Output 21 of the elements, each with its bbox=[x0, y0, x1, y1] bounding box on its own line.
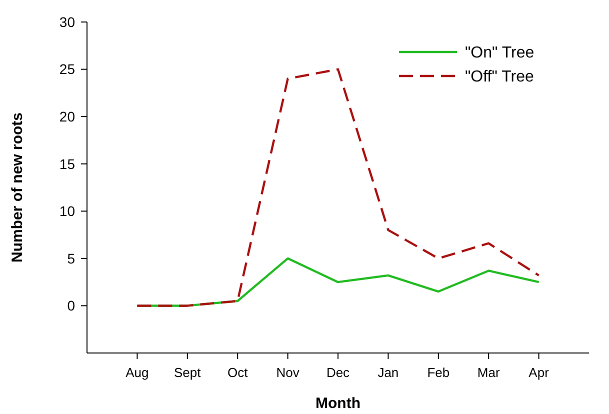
y-axis-title: Number of new roots bbox=[9, 112, 26, 263]
x-tick-label: Apr bbox=[528, 365, 550, 380]
y-tick-label: 30 bbox=[59, 14, 76, 30]
line-series bbox=[136, 68, 540, 307]
legend-label: "Off" Tree bbox=[465, 68, 534, 86]
x-tick-label: Mar bbox=[477, 365, 500, 380]
x-tick-label: Dec bbox=[326, 365, 350, 380]
y-tick-label: 0 bbox=[67, 298, 76, 314]
x-axis-title: Month bbox=[316, 395, 360, 412]
y-tick-label: 10 bbox=[59, 203, 76, 220]
x-tick-label: Feb bbox=[427, 365, 450, 380]
x-tick-label: Sept bbox=[174, 365, 202, 380]
x-tick-label: Aug bbox=[126, 365, 149, 380]
y-tick-label: 15 bbox=[59, 156, 76, 172]
y-tick-label: 25 bbox=[59, 61, 76, 78]
legend-label: "On" Tree bbox=[465, 44, 534, 62]
x-tick-label: Jan bbox=[378, 365, 399, 380]
y-tick-label: 20 bbox=[59, 108, 76, 124]
x-tick-label: Nov bbox=[276, 365, 300, 380]
y-tick-label: 5 bbox=[67, 250, 76, 266]
x-tick-label: Oct bbox=[227, 365, 248, 380]
